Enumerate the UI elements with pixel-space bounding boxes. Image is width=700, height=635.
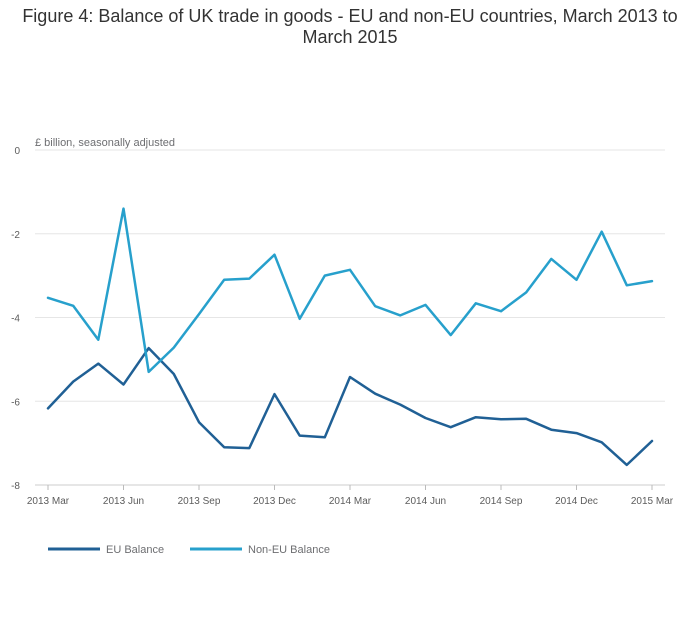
gridlines [35,149,665,486]
series-lines [46,207,654,467]
x-tick-label: 2014 Dec [555,496,598,507]
y-tick-label: -8 [11,481,20,492]
x-tick-label: 2013 Jun [103,496,144,507]
x-tick-label: 2014 Sep [480,496,523,507]
x-tick-label: 2013 Mar [27,496,70,507]
x-tick-label: 2014 Jun [405,496,446,507]
legend-label: Non-EU Balance [248,544,330,556]
x-tick-label: 2014 Mar [329,496,372,507]
y-tick-label: 0 [14,146,20,157]
chart-title: Figure 4: Balance of UK trade in goods -… [22,6,678,47]
series-line-non-eu-balance [46,207,654,374]
y-tick-label: -6 [11,397,20,408]
x-tick-label: 2013 Dec [253,496,296,507]
x-axis: 2013 Mar 2013 Jun 2013 Sep 2013 Dec 2014 Mar… [27,485,674,507]
y-tick-label: -4 [11,314,20,325]
series-line-eu-balance [46,346,654,467]
legend-label: EU Balance [106,544,164,556]
y-tick-label: -2 [11,230,20,241]
x-tick-label: 2013 Sep [178,496,221,507]
legend: EU Balance Non-EU Balance [48,544,330,556]
x-tick-label: 2015 Mar [631,496,674,507]
unit-label: £ billion, seasonally adjusted [35,137,175,149]
y-axis-ticks: 0 -2 -4 -6 -8 [11,146,20,492]
